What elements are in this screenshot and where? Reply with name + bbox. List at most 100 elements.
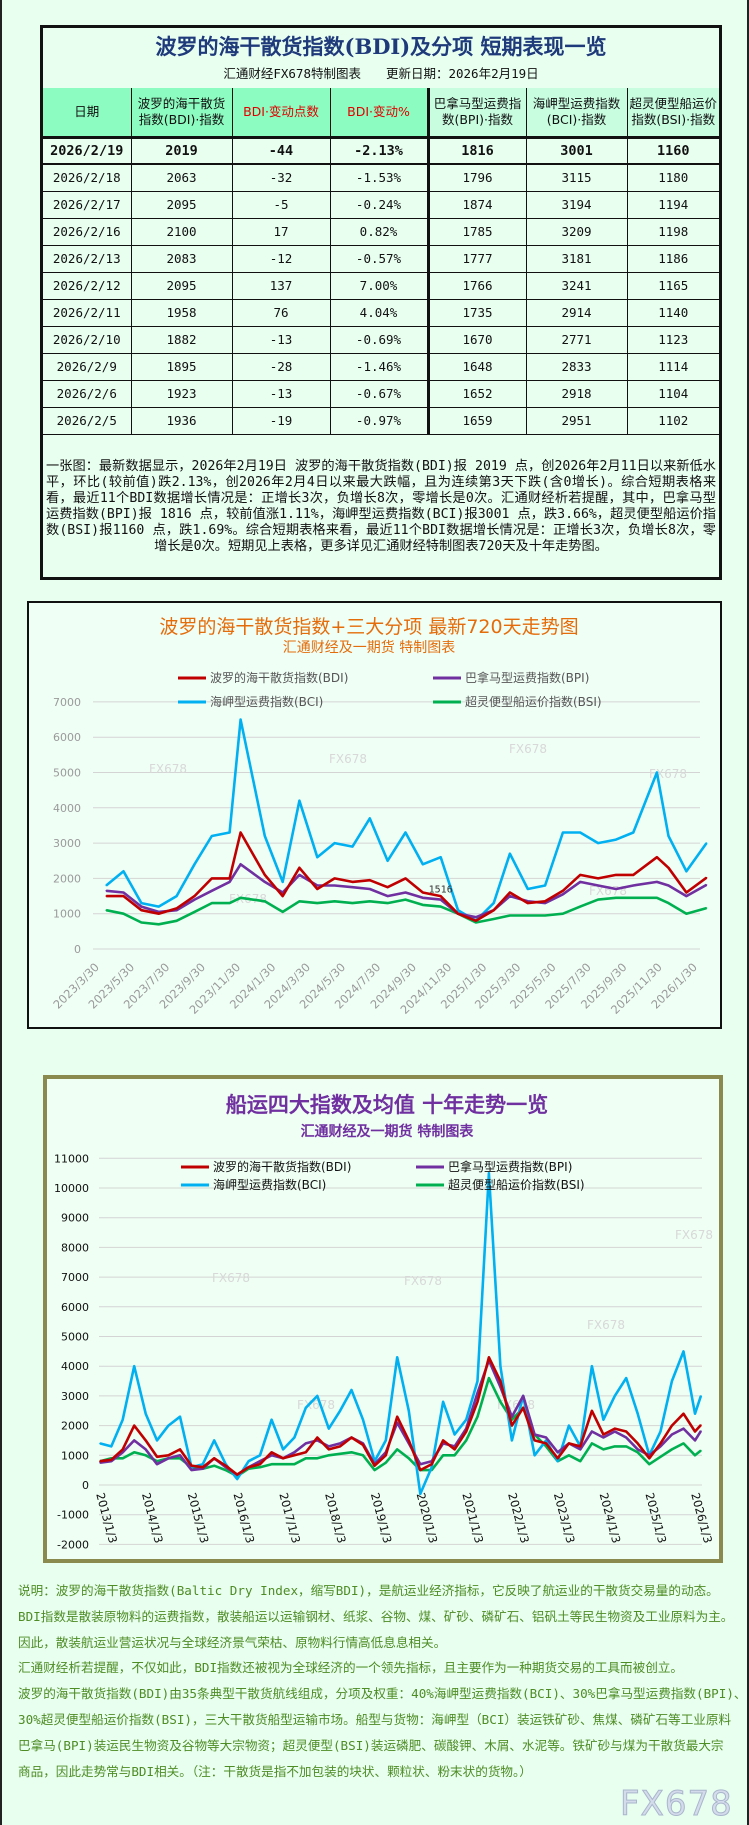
cell-bdi-change-pct: -0.97% (330, 407, 430, 435)
cell-bpi: 1766 (428, 272, 527, 300)
cell-bdi-change: -12 (232, 245, 331, 273)
data-point-bdi (385, 1454, 387, 1457)
data-point-bpi (339, 1442, 341, 1445)
data-point-bsi (339, 1453, 341, 1455)
data-point-bci (351, 845, 354, 848)
data-point-bpi (422, 897, 424, 899)
data-point-bsi (333, 900, 336, 903)
data-point-bdi (430, 1463, 433, 1466)
data-point-bpi (239, 863, 242, 866)
data-point-bci (167, 1424, 170, 1427)
x-tick-label: 2025/1/3 (642, 1491, 669, 1545)
data-point-bsi (705, 907, 708, 909)
data-point-bsi (373, 1469, 376, 1471)
data-point-bdi (636, 1442, 639, 1445)
cell-bdi-change: -28 (232, 353, 331, 381)
data-point-bpi (544, 902, 546, 904)
data-point-bsi (453, 1454, 456, 1457)
data-point-bdi (526, 902, 529, 904)
series-line-bdi (99, 1356, 702, 1476)
table-row: 2026/2/18 2063 -32 -1.53% 1796 3115 1180 (43, 164, 719, 192)
data-point-bci (386, 859, 389, 862)
data-point-bpi (144, 1448, 147, 1451)
data-point-bpi (509, 895, 511, 897)
cell-bci: 2918 (526, 380, 628, 408)
data-point-bci (632, 831, 635, 834)
data-point-bsi (476, 1415, 479, 1418)
data-point-bdi (544, 900, 546, 903)
cell-bdi-change: 76 (232, 299, 331, 327)
data-point-bpi (156, 1463, 158, 1466)
table-row: 2026/2/11 1958 76 4.04% 1735 2914 1140 (43, 299, 719, 327)
cell-bsi: 1123 (627, 326, 719, 354)
cell-bdi: 1936 (131, 407, 233, 435)
data-point-bdi (156, 1455, 158, 1458)
data-point-bsi (613, 1445, 616, 1448)
cell-bdi: 2100 (131, 218, 233, 246)
cell-date: 2026/2/13 (43, 245, 132, 273)
data-point-bsi (526, 914, 529, 917)
data-point-bpi (351, 886, 354, 889)
data-point-bdi (110, 1458, 113, 1461)
data-point-bdi (457, 912, 459, 915)
data-point-bdi (597, 877, 599, 880)
data-point-bci (407, 1409, 410, 1412)
data-point-bdi (579, 874, 582, 876)
y-tick-label: 5000 (61, 1331, 89, 1344)
y-tick-label: 2000 (53, 872, 81, 885)
watermark-text: FX678 (587, 1318, 625, 1332)
data-point-bsi (700, 1449, 702, 1452)
data-point-bsi (385, 1461, 387, 1464)
data-point-bdi (671, 1424, 673, 1427)
y-tick-label: 4000 (53, 802, 81, 815)
data-point-bsi (105, 909, 108, 911)
data-point-bdi (556, 1457, 559, 1460)
data-point-bci (499, 1365, 502, 1367)
data-point-bdi (453, 1448, 456, 1451)
data-point-bsi (316, 1457, 319, 1460)
data-point-bdi (625, 1430, 628, 1433)
cell-bci: 3181 (526, 245, 628, 273)
data-point-bdi (613, 1427, 616, 1430)
data-point-bsi (140, 921, 143, 924)
data-point-bsi (228, 902, 231, 904)
data-point-bdi (210, 877, 213, 880)
data-point-bci (110, 1445, 113, 1448)
cell-bpi: 1735 (428, 299, 527, 327)
data-point-bci (239, 718, 242, 721)
data-point-bpi (632, 884, 635, 887)
cell-bpi: 1652 (428, 380, 527, 408)
data-point-bci (157, 905, 160, 908)
cell-bdi-change: -32 (232, 164, 331, 192)
data-point-bci (316, 856, 319, 859)
data-point-bdi (465, 1430, 467, 1433)
data-point-bdi (351, 881, 354, 883)
header-bsi: 超灵便型船运价指数(BSI)·指数 (627, 88, 719, 139)
data-point-bpi (579, 1448, 582, 1451)
y-tick-label: 2000 (61, 1420, 89, 1433)
data-point-bpi (439, 898, 442, 901)
data-point-bdi (509, 891, 511, 894)
data-point-bdi (333, 877, 336, 880)
data-point-bci (457, 909, 459, 911)
data-point-bci (419, 1493, 422, 1495)
data-point-bdi (190, 1464, 193, 1467)
data-point-bci (282, 1448, 284, 1451)
note-line: 说明：波罗的海干散货指数(Baltic Dry Index，缩写BDI)，是航运… (18, 1583, 719, 1598)
data-point-bpi (562, 893, 564, 896)
header-bdi-change-pct: BDI·变动% (330, 88, 430, 139)
y-tick-label: 7000 (61, 1271, 89, 1284)
data-point-bsi (597, 898, 599, 901)
data-point-bsi (439, 905, 442, 908)
cell-bpi: 1777 (428, 245, 527, 273)
cell-bsi: 1194 (627, 191, 719, 219)
cell-bdi: 1923 (131, 380, 233, 408)
data-point-bdi (105, 895, 108, 897)
data-point-bsi (224, 1469, 227, 1471)
cell-bsi: 1186 (627, 245, 719, 273)
bdi-summary-table-panel: 波罗的海干散货指数(BDI)及分项 短期表现一览 汇通财经FX678特制图表 更… (40, 25, 722, 580)
data-point-bci (685, 870, 688, 873)
cell-date: 2026/2/6 (43, 380, 132, 408)
cell-bci: 2951 (526, 407, 628, 435)
